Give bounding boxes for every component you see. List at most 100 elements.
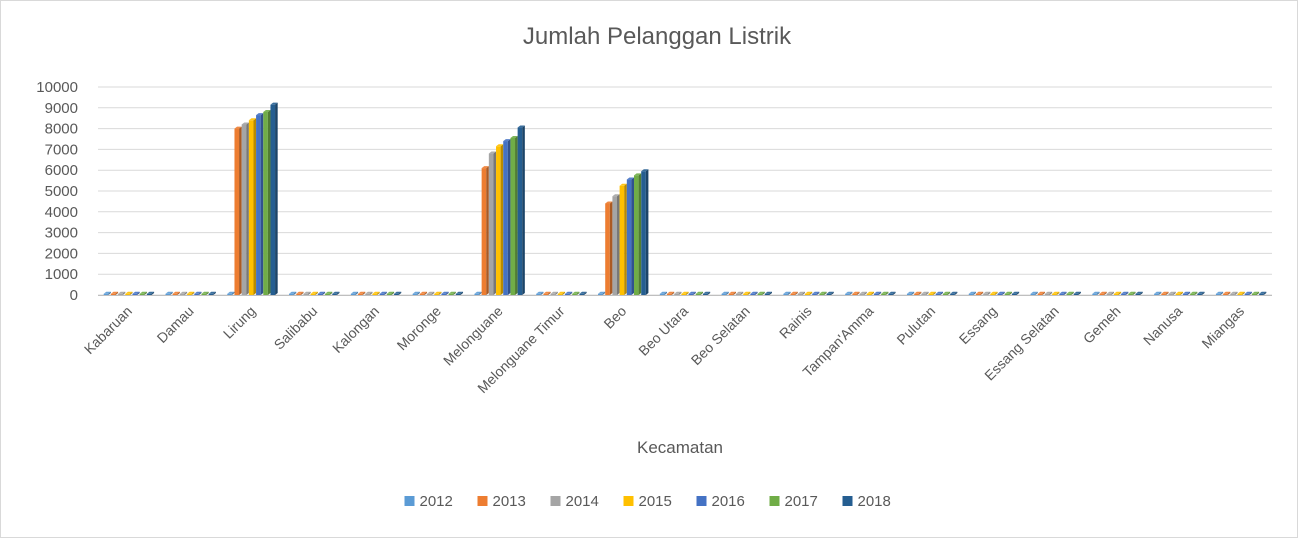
bar-side — [911, 291, 915, 295]
bar-side — [1194, 291, 1198, 295]
legend-label: 2013 — [493, 493, 526, 510]
bar-top — [427, 291, 435, 294]
bar-side — [329, 291, 333, 295]
bar-top — [289, 291, 297, 294]
bar-top — [165, 291, 173, 294]
bar-side — [398, 291, 402, 295]
bar — [332, 293, 337, 295]
x-tick-label: Damau — [154, 303, 197, 346]
bar-side — [849, 291, 853, 295]
bar — [488, 153, 494, 295]
bar — [626, 179, 632, 295]
bar-top — [975, 291, 984, 294]
bar-side — [377, 291, 380, 295]
bar-side — [1165, 291, 1169, 295]
bar — [1259, 293, 1264, 295]
bar-top — [866, 291, 874, 294]
bar-side — [1227, 291, 1231, 295]
bar — [386, 293, 392, 295]
bar-top — [441, 291, 449, 294]
x-tick-label: Nanusa — [1140, 303, 1186, 349]
bar — [1175, 293, 1181, 295]
bar-top — [859, 291, 867, 294]
x-tick-label: Beo — [600, 303, 629, 332]
bar-side — [424, 291, 428, 295]
bar — [812, 293, 817, 295]
bar-top — [1182, 291, 1191, 294]
bar-top — [310, 291, 318, 294]
bar-side — [500, 144, 504, 295]
bar-side — [213, 291, 216, 295]
bar-top — [1004, 291, 1012, 294]
bar-side — [1009, 291, 1012, 295]
bar-side — [892, 291, 896, 295]
bar-top — [317, 291, 326, 294]
bar-side — [871, 291, 874, 295]
bar-top — [804, 291, 813, 294]
y-tick-label: 7000 — [45, 141, 78, 158]
chart-title: Jumlah Pelanggan Listrik — [523, 23, 792, 50]
bar — [481, 168, 487, 295]
bar-side — [1256, 291, 1260, 295]
bar-side — [747, 291, 751, 295]
bar — [1052, 293, 1057, 295]
bar-side — [602, 291, 606, 295]
bar-top — [626, 177, 635, 180]
bar — [921, 293, 926, 295]
bar — [605, 203, 610, 295]
x-tick-label: Essang — [956, 303, 1000, 347]
bar-top — [1106, 291, 1114, 294]
bar-top — [256, 113, 264, 116]
bar-top — [572, 291, 580, 294]
bar-side — [980, 291, 984, 295]
bar — [358, 293, 363, 295]
bar-top — [605, 201, 613, 204]
bar — [1121, 293, 1126, 295]
bar-side — [1187, 291, 1191, 295]
bar — [1244, 293, 1250, 295]
bar-top — [481, 166, 489, 169]
bar — [935, 293, 941, 295]
bar — [1106, 293, 1112, 295]
bar — [1066, 293, 1072, 295]
bar — [1073, 293, 1079, 295]
bar-side — [515, 135, 518, 295]
bar-side — [638, 173, 642, 295]
bar-top — [743, 291, 751, 294]
y-tick-label: 6000 — [45, 162, 78, 179]
legend-label: 2014 — [566, 493, 599, 510]
bar-side — [522, 125, 525, 295]
bar-top — [187, 291, 195, 294]
bar — [474, 293, 480, 295]
legend-swatch — [404, 496, 415, 506]
bar-side — [918, 291, 922, 295]
bar-side — [336, 291, 340, 295]
bar-side — [726, 291, 729, 295]
bar-top — [543, 291, 551, 294]
bar-side — [1263, 291, 1267, 295]
bar — [379, 293, 385, 295]
bar-top — [412, 291, 420, 294]
bar-side — [453, 291, 456, 295]
bar — [146, 293, 152, 295]
bar-top — [358, 291, 366, 294]
bar — [688, 293, 694, 295]
bar — [743, 293, 748, 295]
bar-top — [488, 151, 497, 154]
bar-side — [460, 291, 464, 295]
bar — [674, 293, 679, 295]
bar-top — [888, 291, 896, 294]
bar-side — [1220, 291, 1224, 295]
bar-side — [864, 291, 867, 295]
bar-side — [693, 291, 696, 295]
bar-side — [1242, 291, 1245, 295]
bar-side — [769, 291, 772, 295]
bar — [194, 293, 199, 295]
bar-side — [293, 291, 297, 295]
legend-swatch — [623, 496, 634, 506]
bar — [118, 293, 123, 295]
x-tick-label: Salibabu — [271, 303, 321, 353]
x-tick-label: Kabaruan — [81, 303, 135, 357]
bar-side — [108, 291, 111, 295]
bar — [372, 293, 378, 295]
